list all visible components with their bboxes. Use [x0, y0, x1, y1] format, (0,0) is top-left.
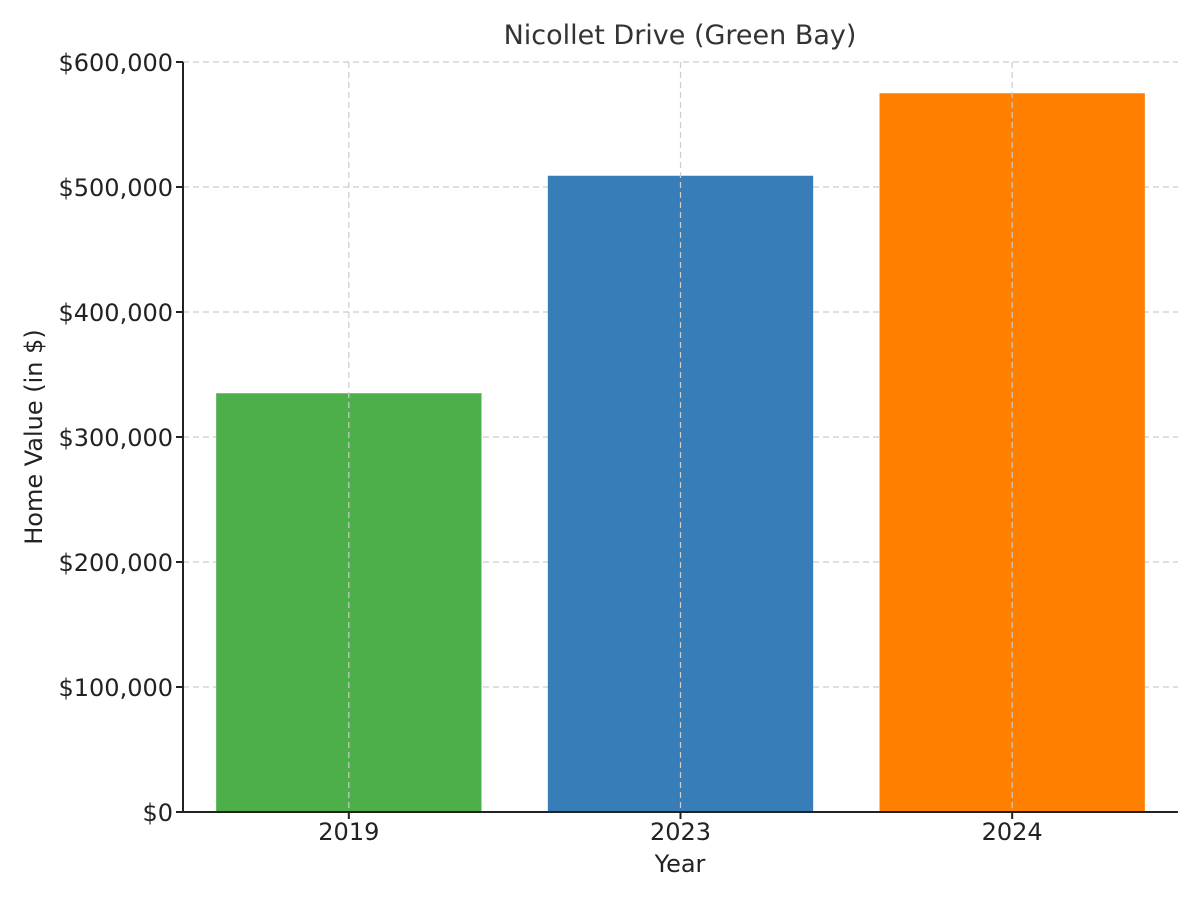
y-tick-label: $600,000	[58, 49, 173, 77]
y-axis-label: Home Value (in $)	[20, 329, 48, 545]
tick-labels: $0 $100,000 $200,000 $300,000 $400,000 $500,0…	[58, 49, 1042, 846]
x-tick-label: 2023	[650, 818, 711, 846]
y-tick-label: $300,000	[58, 424, 173, 452]
x-axis-label: Year	[654, 850, 706, 878]
x-tick-label: 2019	[318, 818, 379, 846]
axes	[176, 61, 1178, 819]
chart-title: Nicollet Drive (Green Bay)	[504, 20, 857, 51]
y-tick-label: $200,000	[58, 549, 173, 577]
y-tick-label: $100,000	[58, 674, 173, 702]
y-tick-label: $400,000	[58, 299, 173, 327]
y-tick-label: $0	[142, 799, 173, 827]
bars	[216, 62, 1145, 812]
y-tick-label: $500,000	[58, 174, 173, 202]
x-tick-label: 2024	[982, 818, 1043, 846]
